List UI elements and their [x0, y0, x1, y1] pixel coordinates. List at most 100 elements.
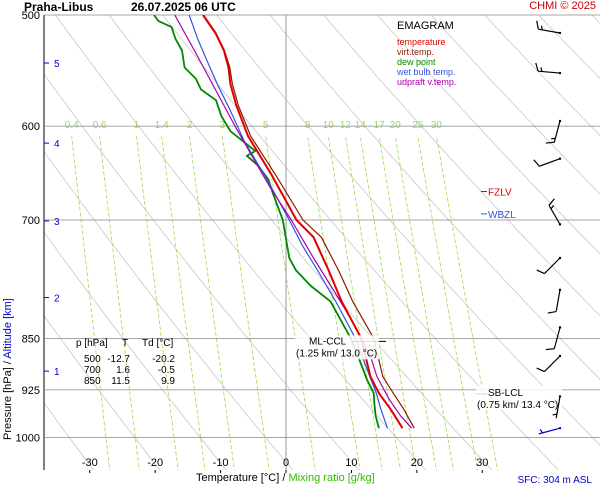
altitude-tick-label: 4 — [54, 139, 60, 150]
sounding-datetime: 26.07.2025 06 UTC — [131, 0, 236, 14]
chart-title: EMAGRAM — [397, 20, 454, 32]
mixing-ratio-line — [189, 136, 235, 470]
ml-ccl-detail: (1.25 km/ 13.0 °C) — [296, 348, 377, 359]
table-header: Td [°C] — [142, 338, 173, 349]
mixing-ratio-line — [161, 136, 206, 470]
altitude-tick-label: 5 — [54, 59, 60, 70]
table-header: p [hPa] — [76, 338, 108, 349]
level-label-fzlv: FZLV — [488, 188, 512, 199]
legend-updraft: udpraft v.temp. — [397, 77, 457, 87]
wind-barb-shaft — [548, 205, 561, 225]
mixing-ratio-line — [136, 136, 179, 470]
mixing-ratio-label: 25 — [412, 120, 424, 131]
sb-lcl-detail: (0.75 km/ 13.4 °C) — [477, 400, 558, 411]
y-axis-label-separator: / — [2, 361, 14, 365]
mixing-ratio-line — [359, 136, 417, 470]
mixing-ratio-line — [265, 136, 316, 470]
x-axis-mixing-label: Mixing ratio [g/kg] — [288, 472, 375, 484]
wind-barb-shaft — [544, 257, 561, 274]
ml-ccl-box — [295, 335, 379, 360]
dry-adiabat — [377, 15, 600, 255]
y-tick-label: 600 — [22, 121, 40, 133]
wind-barb-shaft — [553, 327, 561, 349]
dry-adiabat — [269, 15, 600, 380]
mixing-ratio-line — [417, 136, 479, 470]
legend-virt-temp: virt.temp. — [397, 47, 435, 57]
mixing-ratio-line — [345, 136, 401, 470]
mixing-ratio-line — [221, 136, 270, 470]
mixing-ratio-label: 1 — [134, 120, 140, 131]
series-udpraft-v-temp — [174, 15, 413, 429]
dry-adiabat — [162, 15, 559, 470]
wind-barb-shaft — [538, 70, 561, 74]
altitude-tick-label: 3 — [54, 217, 60, 228]
dry-adiabat — [44, 73, 360, 470]
table-cell: -0.5 — [158, 365, 176, 376]
legend-temperature: temperature — [397, 37, 446, 47]
wind-barb-half-flag — [552, 413, 557, 416]
wind-barb-flag — [545, 141, 555, 144]
x-tick-label: 20 — [411, 457, 423, 469]
y-tick-label: 500 — [22, 10, 40, 22]
mixing-ratio-label: 0.6 — [93, 120, 107, 131]
x-tick-label: 10 — [345, 457, 357, 469]
mixing-ratio-line — [327, 136, 383, 470]
sb-lcl-box — [476, 385, 562, 410]
table-cell: -20.2 — [152, 354, 175, 365]
mixing-ratio-line — [436, 136, 499, 470]
table-cell: 11.5 — [111, 376, 130, 387]
wind-barb-flag — [536, 367, 545, 373]
table-cell: 1.6 — [116, 365, 130, 376]
mixing-ratio-label: 12 — [340, 120, 352, 131]
mixing-ratio-label: 10 — [323, 120, 335, 131]
dry-adiabat — [323, 15, 600, 317]
mixing-ratio-label: 5 — [263, 120, 269, 131]
credit-label: CHMI © 2025 — [529, 0, 596, 12]
mixing-ratio-line — [71, 136, 111, 470]
series-temperature — [202, 15, 404, 429]
x-tick-label: -30 — [82, 457, 98, 469]
wind-barb-flag — [547, 310, 557, 314]
dry-adiabat — [216, 15, 600, 446]
wind-barb-flag — [535, 62, 539, 72]
wind-barb-flag — [548, 198, 555, 206]
mixing-ratio-label: 8 — [305, 120, 311, 131]
station-title: Praha-Libus — [24, 0, 94, 14]
mixing-ratio-label: 14 — [355, 120, 367, 131]
x-tick-label: 30 — [476, 457, 488, 469]
wind-barb-shaft — [544, 355, 561, 372]
wind-barb-shaft — [539, 158, 561, 167]
mixing-ratio-label: 0.4 — [65, 120, 79, 131]
x-tick-label: -10 — [213, 457, 229, 469]
wind-barb-flag — [545, 348, 555, 351]
table-cell: 850 — [84, 376, 101, 387]
mixing-ratio-label: 3 — [220, 120, 226, 131]
y-tick-label: 925 — [22, 385, 40, 397]
wind-barb-shaft — [555, 289, 561, 312]
mixing-ratio-label: 17 — [374, 120, 386, 131]
legend-dew-point: dew point — [397, 57, 436, 67]
mixing-ratio-label: 30 — [431, 120, 443, 131]
table-cell: 500 — [84, 354, 101, 365]
table-header: T — [122, 338, 128, 349]
dry-adiabat — [430, 15, 600, 195]
table-cell: 9.9 — [161, 376, 175, 387]
wind-barb-half-flag — [540, 67, 543, 72]
dry-adiabat — [44, 315, 161, 470]
wind-barb-shaft — [553, 120, 561, 143]
wind-barb-shaft — [538, 28, 561, 34]
y-tick-label: 850 — [22, 333, 40, 345]
wind-barb-half-flag — [550, 205, 555, 210]
mixing-ratio-line — [99, 136, 140, 470]
x-tick-label: -20 — [147, 457, 163, 469]
table-cell: -12.7 — [107, 354, 130, 365]
mixing-ratio-label: 20 — [390, 120, 402, 131]
mixing-ratio-label: 2 — [187, 120, 193, 131]
mixing-ratio-line — [378, 136, 437, 470]
ml-ccl-label: ML-CCL — [309, 336, 347, 347]
table-cell: 700 — [84, 365, 101, 376]
y-axis-pressure-label: Pressure [hPa] — [2, 367, 14, 440]
mixing-ratio-line — [307, 136, 361, 470]
x-axis-label: Temperature [°C] / Mixing ratio [g/kg] — [196, 472, 375, 484]
